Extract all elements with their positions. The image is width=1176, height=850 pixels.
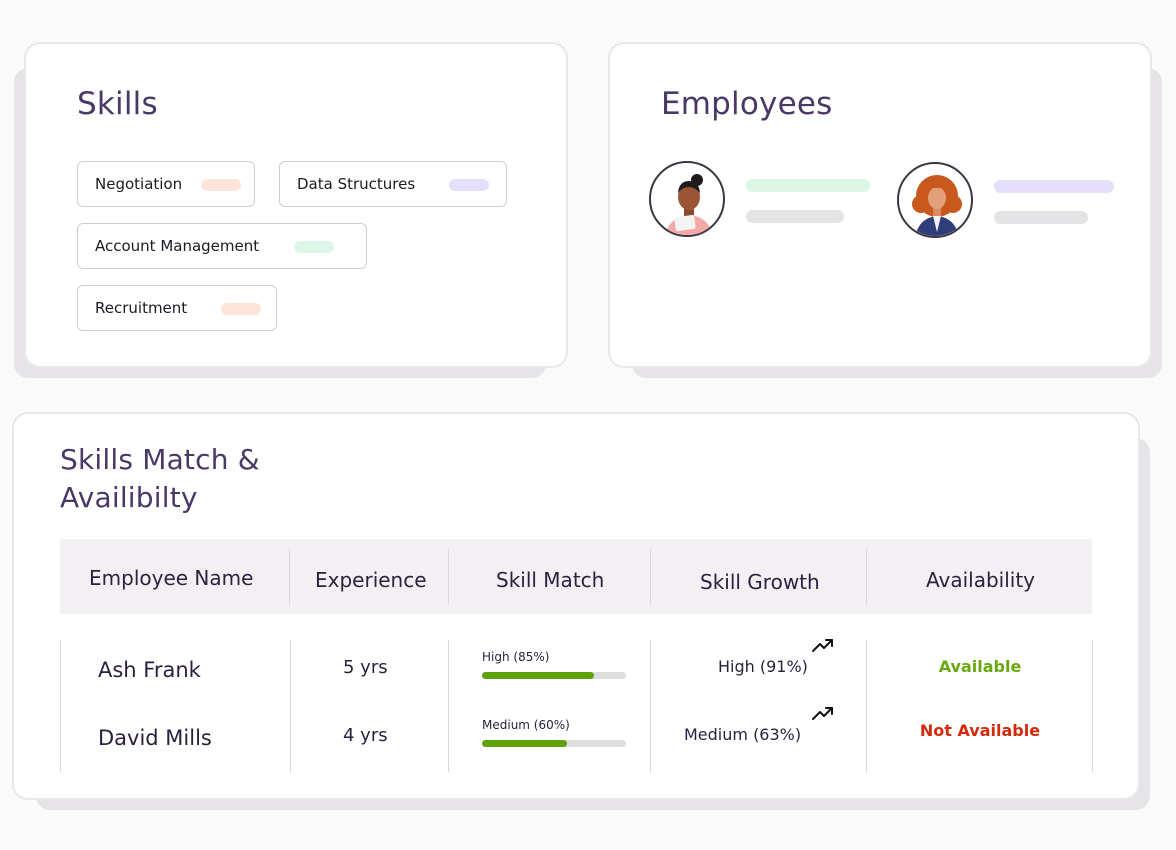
- header-availability[interactable]: Availability: [926, 568, 1036, 592]
- table-header: [60, 539, 1092, 614]
- woman-curly-red-hair-avatar-icon[interactable]: [897, 162, 973, 238]
- skills-match-title-line1: Skills Match &: [60, 443, 260, 476]
- employees-title: Employees: [661, 86, 833, 122]
- trending-up-icon: [812, 639, 833, 652]
- skill-chip-label: Account Management: [95, 237, 260, 255]
- skill-chip-label: Recruitment: [95, 299, 188, 317]
- experience-cell: 5 yrs: [343, 657, 388, 678]
- header-divider: [866, 549, 867, 605]
- skill-match-bar: [482, 740, 626, 747]
- skills-card: Skills Negotiation Data Structures Accou…: [24, 42, 568, 368]
- skill-match-label: Medium (60%): [482, 718, 570, 732]
- experience-cell: 4 yrs: [343, 725, 388, 746]
- column-divider: [60, 640, 61, 772]
- employees-card: Employees: [608, 42, 1152, 368]
- skills-match-title-line2: Availibilty: [60, 481, 198, 514]
- employee-name-placeholder: [994, 180, 1114, 193]
- header-skill-match[interactable]: Skill Match: [496, 568, 605, 592]
- header-skill-growth[interactable]: Skill Growth: [700, 570, 820, 594]
- column-divider: [290, 640, 291, 772]
- skill-chip-dot: [221, 303, 261, 315]
- skill-chip-account-management[interactable]: Account Management: [77, 223, 367, 269]
- skill-chip-dot: [201, 179, 241, 191]
- header-divider: [448, 549, 449, 605]
- employee-name-cell: David Mills: [98, 726, 212, 750]
- header-divider: [289, 549, 290, 605]
- woman-with-bun-avatar-icon[interactable]: [649, 161, 725, 237]
- column-divider: [650, 640, 651, 772]
- column-divider: [1092, 640, 1093, 772]
- skill-chip-dot: [449, 179, 489, 191]
- skill-match-bar-fill: [482, 672, 595, 679]
- employee-role-placeholder: [746, 210, 844, 223]
- skill-growth-cell: Medium (63%): [684, 725, 802, 744]
- skill-chip-negotiation[interactable]: Negotiation: [77, 161, 255, 207]
- skill-match-label: High (85%): [482, 650, 550, 664]
- availability-cell: Not Available: [919, 721, 1041, 740]
- skill-growth-cell: High (91%): [718, 657, 808, 676]
- trending-up-icon: [812, 707, 833, 720]
- skill-chip-recruitment[interactable]: Recruitment: [77, 285, 277, 331]
- column-divider: [866, 640, 867, 772]
- header-experience[interactable]: Experience: [315, 568, 427, 592]
- column-divider: [448, 640, 449, 772]
- skill-match-bar: [482, 672, 626, 679]
- header-employee-name[interactable]: Employee Name: [89, 566, 254, 590]
- employee-role-placeholder: [994, 211, 1088, 224]
- skill-match-bar-fill: [482, 740, 567, 747]
- skills-title: Skills: [77, 86, 158, 122]
- availability-cell: Available: [938, 657, 1022, 676]
- skill-chip-label: Negotiation: [95, 175, 183, 193]
- employee-name-placeholder: [746, 179, 870, 192]
- header-divider: [650, 549, 651, 605]
- skill-chip-dot: [294, 241, 334, 253]
- skill-chip-label: Data Structures: [297, 175, 416, 193]
- employee-name-cell: Ash Frank: [98, 658, 201, 682]
- skill-chip-data-structures[interactable]: Data Structures: [279, 161, 507, 207]
